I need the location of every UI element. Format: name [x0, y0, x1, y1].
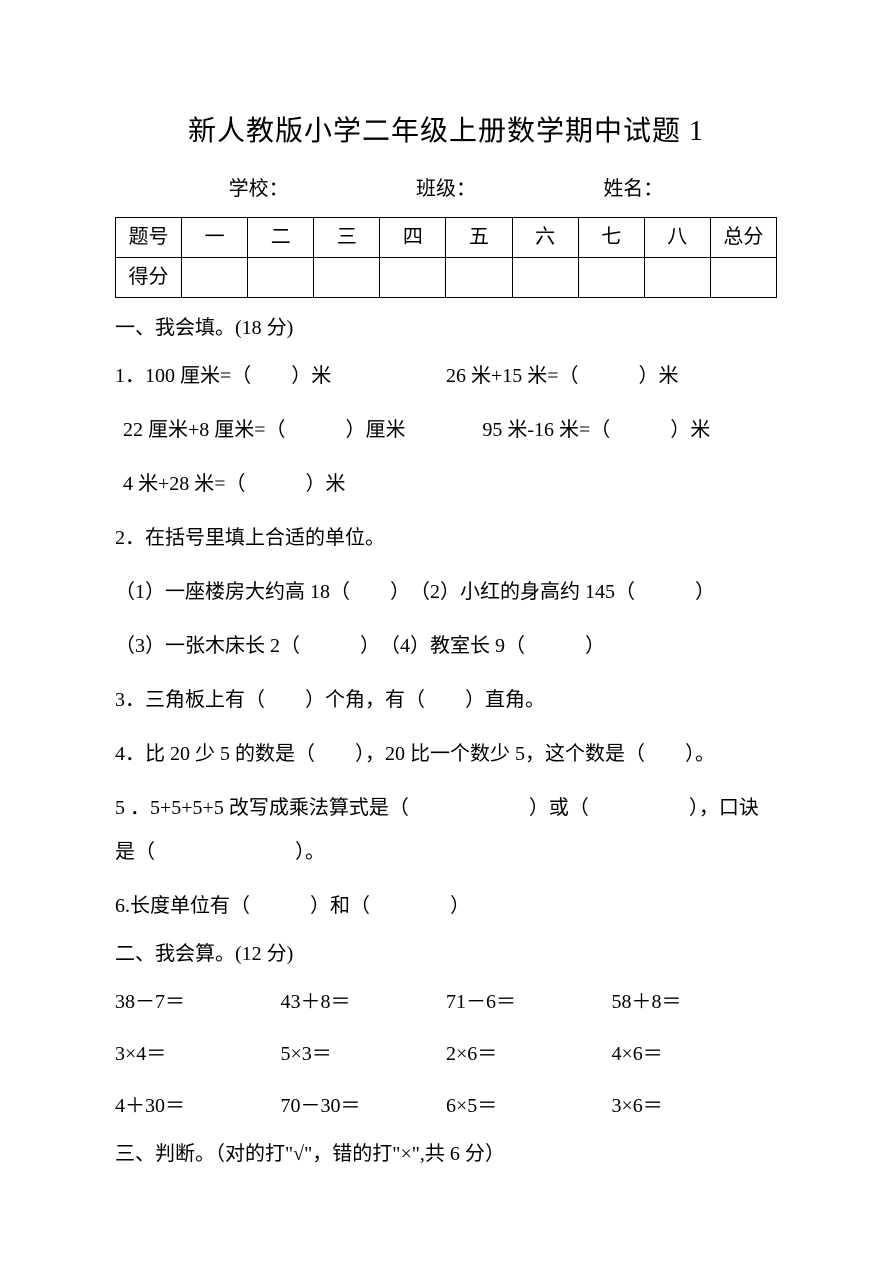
table-cell	[446, 257, 512, 297]
calc-row: 3×4＝ 5×3＝ 2×6＝ 4×6＝	[115, 1032, 777, 1076]
school-label: 学校：	[229, 173, 289, 205]
table-cell	[248, 257, 314, 297]
table-cell: 四	[380, 217, 446, 257]
table-row: 题号 一 二 三 四 五 六 七 八 总分	[116, 217, 777, 257]
calc-item: 5×3＝	[281, 1032, 447, 1076]
table-cell: 五	[446, 217, 512, 257]
table-cell: 一	[182, 217, 248, 257]
calc-item: 58＋8＝	[612, 980, 778, 1024]
table-cell: 八	[644, 217, 710, 257]
table-cell: 总分	[710, 217, 776, 257]
question-2: 2．在括号里填上合适的单位。	[115, 516, 777, 560]
section-3-heading: 三、判断。（对的打"√"，错的打"×",共 6 分）	[115, 1138, 777, 1170]
question-6: 6.长度单位有（ ）和（ ）	[115, 884, 777, 928]
table-row: 得分	[116, 257, 777, 297]
section-2-heading: 二、我会算。(12 分)	[115, 938, 777, 970]
table-cell	[512, 257, 578, 297]
calc-row: 4＋30＝ 70－30＝ 6×5＝ 3×6＝	[115, 1084, 777, 1128]
table-cell	[380, 257, 446, 297]
score-table: 题号 一 二 三 四 五 六 七 八 总分 得分	[115, 217, 777, 298]
question-2a: （1）一座楼房大约高 18（ ） （2）小红的身高约 145（ ）	[115, 570, 777, 614]
question-4: 4．比 20 少 5 的数是（ ），20 比一个数少 5，这个数是（ ）。	[115, 732, 777, 776]
calc-item: 43＋8＝	[281, 980, 447, 1024]
table-cell	[314, 257, 380, 297]
table-cell: 七	[578, 217, 644, 257]
calc-item: 6×5＝	[446, 1084, 612, 1128]
calc-item: 4＋30＝	[115, 1084, 281, 1128]
question-1d: 95 米-16 米=（ ）米	[482, 408, 777, 452]
table-cell	[182, 257, 248, 297]
class-label: 班级：	[416, 173, 476, 205]
calc-item: 70－30＝	[281, 1084, 447, 1128]
question-1e: 4 米+28 米=（ ）米	[115, 462, 777, 506]
page-title: 新人教版小学二年级上册数学期中试题 1	[115, 110, 777, 155]
info-row: 学校： 班级： 姓名：	[115, 173, 777, 205]
question-2b: （3）一张木床长 2（ ） （4）教室长 9（ ）	[115, 624, 777, 668]
name-label: 姓名：	[603, 173, 663, 205]
calc-item: 38－7＝	[115, 980, 281, 1024]
table-cell	[644, 257, 710, 297]
question-3: 3．三角板上有（ ）个角，有（ ）直角。	[115, 678, 777, 722]
calc-item: 3×6＝	[612, 1084, 778, 1128]
table-cell	[710, 257, 776, 297]
table-cell: 三	[314, 217, 380, 257]
table-cell: 六	[512, 217, 578, 257]
calc-row: 38－7＝ 43＋8＝ 71－6＝ 58＋8＝	[115, 980, 777, 1024]
calc-item: 71－6＝	[446, 980, 612, 1024]
section-1-heading: 一、我会填。(18 分)	[115, 312, 777, 344]
question-1b: 26 米+15 米=（ ）米	[446, 354, 777, 398]
table-cell: 二	[248, 217, 314, 257]
calc-item: 3×4＝	[115, 1032, 281, 1076]
calc-item: 2×6＝	[446, 1032, 612, 1076]
table-cell: 得分	[116, 257, 182, 297]
question-1c: 22 厘米+8 厘米=（ ）厘米	[123, 408, 482, 452]
table-cell	[578, 257, 644, 297]
calc-item: 4×6＝	[612, 1032, 778, 1076]
question-5: 5 ．5+5+5+5 改写成乘法算式是（ ）或（ ），口诀是（ ）。	[115, 786, 777, 874]
table-cell: 题号	[116, 217, 182, 257]
question-1a: 1．100 厘米=（ ）米	[115, 354, 446, 398]
